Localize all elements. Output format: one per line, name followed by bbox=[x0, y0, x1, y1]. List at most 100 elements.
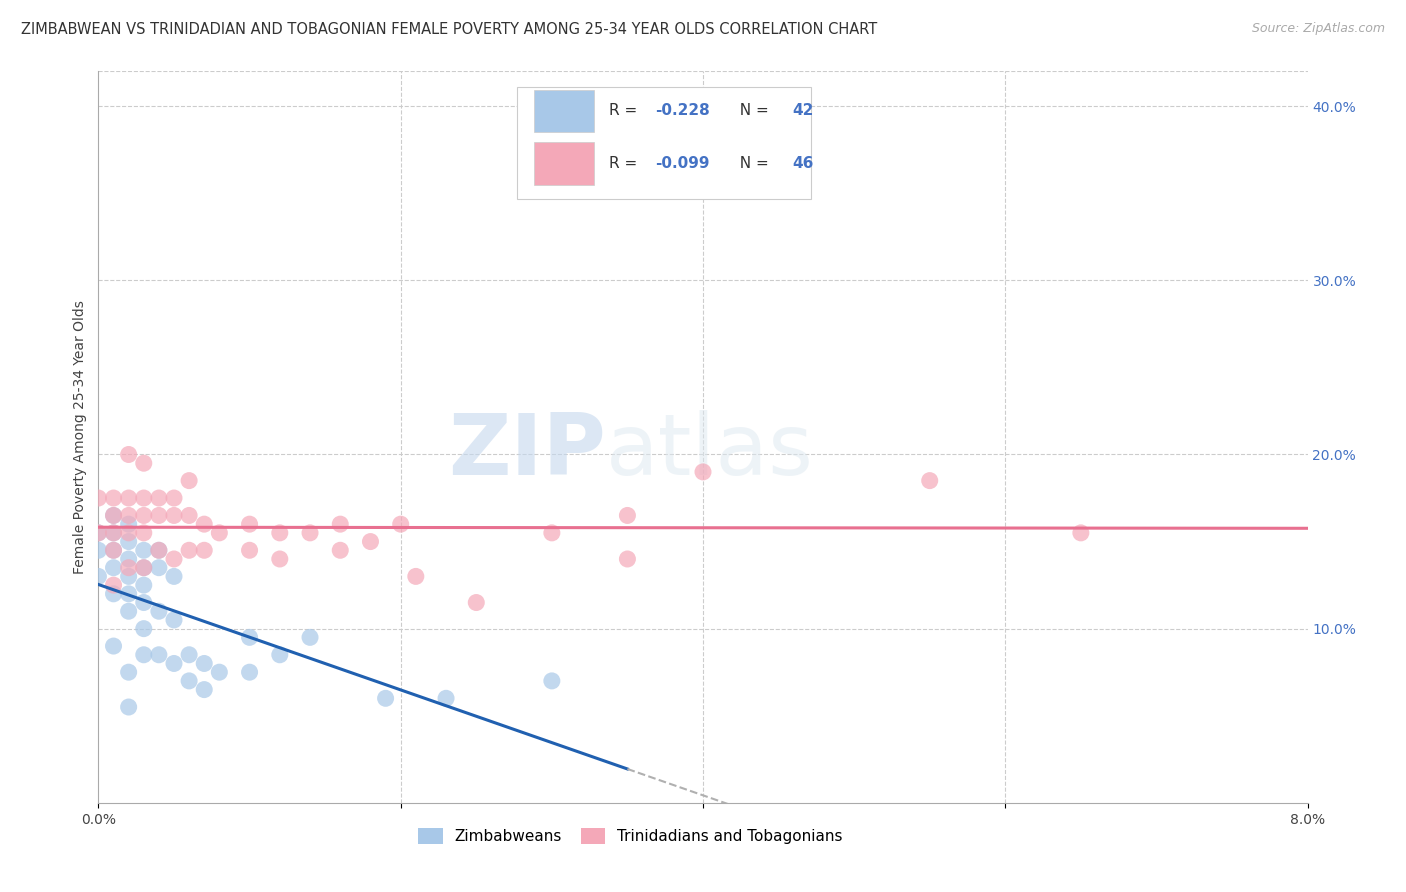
Point bbox=[87, 525, 110, 540]
Point bbox=[179, 673, 201, 688]
Point bbox=[299, 525, 322, 540]
Point bbox=[103, 491, 125, 505]
Point bbox=[118, 552, 141, 566]
Text: -0.228: -0.228 bbox=[655, 103, 710, 119]
Point bbox=[118, 517, 141, 532]
Text: ZIMBABWEAN VS TRINIDADIAN AND TOBAGONIAN FEMALE POVERTY AMONG 25-34 YEAR OLDS CO: ZIMBABWEAN VS TRINIDADIAN AND TOBAGONIAN… bbox=[21, 22, 877, 37]
Text: atlas: atlas bbox=[606, 410, 814, 493]
Point bbox=[239, 665, 262, 680]
Text: ZIP: ZIP bbox=[449, 410, 606, 493]
Point bbox=[329, 517, 352, 532]
Point bbox=[103, 543, 125, 558]
Point bbox=[918, 474, 941, 488]
Point bbox=[148, 508, 170, 523]
Point bbox=[103, 560, 125, 574]
Point bbox=[118, 534, 141, 549]
Point bbox=[692, 465, 714, 479]
Point bbox=[132, 578, 155, 592]
Point bbox=[87, 543, 110, 558]
Point bbox=[360, 534, 382, 549]
Point bbox=[163, 613, 186, 627]
Point bbox=[103, 639, 125, 653]
Point bbox=[239, 631, 262, 645]
Point bbox=[1070, 525, 1092, 540]
Point bbox=[179, 543, 201, 558]
Point bbox=[329, 543, 352, 558]
Text: 46: 46 bbox=[793, 156, 814, 171]
Point bbox=[208, 525, 231, 540]
Point bbox=[540, 525, 562, 540]
Text: Source: ZipAtlas.com: Source: ZipAtlas.com bbox=[1251, 22, 1385, 36]
Point bbox=[118, 560, 141, 574]
Text: R =: R = bbox=[609, 156, 641, 171]
Point bbox=[118, 448, 141, 462]
Point bbox=[179, 474, 201, 488]
Point bbox=[118, 491, 141, 505]
Point bbox=[239, 543, 262, 558]
Point bbox=[299, 631, 322, 645]
Point bbox=[616, 508, 638, 523]
Point bbox=[87, 491, 110, 505]
Point bbox=[163, 569, 186, 583]
Point bbox=[132, 525, 155, 540]
Point bbox=[163, 508, 186, 523]
Point bbox=[148, 560, 170, 574]
FancyBboxPatch shape bbox=[534, 143, 595, 185]
Legend: Zimbabweans, Trinidadians and Tobagonians: Zimbabweans, Trinidadians and Tobagonian… bbox=[412, 822, 849, 850]
Point bbox=[389, 517, 412, 532]
Point bbox=[103, 508, 125, 523]
Point bbox=[132, 622, 155, 636]
Point bbox=[118, 569, 141, 583]
Point bbox=[193, 682, 215, 697]
Point bbox=[179, 648, 201, 662]
Point bbox=[193, 543, 215, 558]
Text: 42: 42 bbox=[793, 103, 814, 119]
Point bbox=[148, 604, 170, 618]
Y-axis label: Female Poverty Among 25-34 Year Olds: Female Poverty Among 25-34 Year Olds bbox=[73, 300, 87, 574]
Point bbox=[269, 552, 291, 566]
Point bbox=[118, 508, 141, 523]
Point bbox=[148, 491, 170, 505]
Point bbox=[132, 648, 155, 662]
Point bbox=[103, 508, 125, 523]
Point bbox=[132, 543, 155, 558]
Point bbox=[269, 525, 291, 540]
Point bbox=[163, 657, 186, 671]
Point bbox=[193, 657, 215, 671]
FancyBboxPatch shape bbox=[517, 87, 811, 199]
Point bbox=[163, 552, 186, 566]
Point bbox=[193, 517, 215, 532]
Point bbox=[269, 648, 291, 662]
Point bbox=[148, 543, 170, 558]
Point bbox=[208, 665, 231, 680]
Point bbox=[132, 508, 155, 523]
Text: N =: N = bbox=[730, 156, 773, 171]
Point bbox=[132, 595, 155, 609]
Point bbox=[118, 604, 141, 618]
Point bbox=[132, 560, 155, 574]
Point bbox=[103, 525, 125, 540]
Point bbox=[163, 491, 186, 505]
Point bbox=[118, 665, 141, 680]
Point bbox=[405, 569, 427, 583]
Text: N =: N = bbox=[730, 103, 773, 119]
Text: R =: R = bbox=[609, 103, 641, 119]
FancyBboxPatch shape bbox=[534, 90, 595, 132]
Point bbox=[103, 587, 125, 601]
Point bbox=[103, 543, 125, 558]
Point bbox=[465, 595, 488, 609]
Point bbox=[132, 560, 155, 574]
Point bbox=[132, 456, 155, 470]
Point bbox=[87, 569, 110, 583]
Point bbox=[148, 648, 170, 662]
Point bbox=[239, 517, 262, 532]
Point bbox=[148, 543, 170, 558]
Point bbox=[118, 525, 141, 540]
Text: -0.099: -0.099 bbox=[655, 156, 709, 171]
Point bbox=[179, 508, 201, 523]
Point bbox=[118, 587, 141, 601]
Point bbox=[132, 491, 155, 505]
Point bbox=[87, 525, 110, 540]
Point bbox=[540, 673, 562, 688]
Point bbox=[374, 691, 396, 706]
